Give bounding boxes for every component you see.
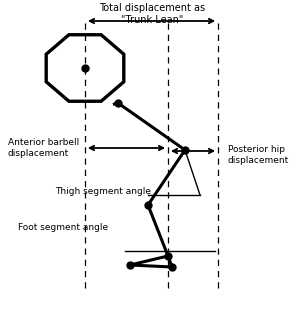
Text: Posterior hip
displacement: Posterior hip displacement: [228, 145, 289, 165]
Text: Total displacement as
"Trunk Lean": Total displacement as "Trunk Lean": [99, 3, 205, 25]
Text: Thigh segment angle: Thigh segment angle: [55, 186, 151, 195]
Text: Anterior barbell
displacement: Anterior barbell displacement: [8, 138, 79, 158]
Text: Foot segment angle: Foot segment angle: [18, 224, 108, 233]
